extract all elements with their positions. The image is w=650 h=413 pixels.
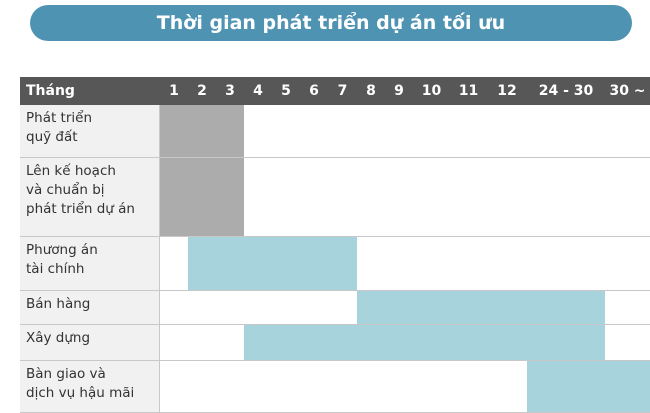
row-line [160,158,650,237]
column-label: 10 [421,83,442,99]
column-label: 12 [497,83,517,99]
row-label: Bàn giao và dịch vụ hậu mãi [20,361,160,413]
row-line [160,325,650,361]
column-label: 11 [458,83,479,99]
column-label: 5 [281,83,291,99]
corner-label: Tháng [26,83,75,99]
column-label: 1 [169,83,179,99]
row-label: Xây dựng [20,325,160,361]
bar [160,105,244,157]
column-label: 7 [337,83,348,99]
column-label: 24 - 30 [538,83,594,99]
row-line [160,291,650,325]
bar [357,291,605,324]
bar [244,325,605,360]
column-label: 30 ~ [609,83,646,99]
bar [160,158,244,236]
bar [527,361,650,412]
row-line [160,237,650,291]
row-label: Phương án tài chính [20,237,160,291]
bar [188,237,357,290]
column-label: 4 [253,83,263,99]
row-label: Bán hàng [20,291,160,325]
column-label: 6 [309,83,319,99]
column-label: 2 [197,83,207,99]
column-label: 8 [366,83,376,99]
header-row [20,77,650,105]
row-label: Lên kế hoạch và chuẩn bị phát triển dự á… [20,158,160,237]
row-label: Phát triển quỹ đất [20,105,160,158]
column-label: 9 [394,83,404,99]
row-line [160,105,650,158]
column-label: 3 [225,83,235,99]
title-banner: Thời gian phát triển dự án tối ưu [30,5,632,41]
